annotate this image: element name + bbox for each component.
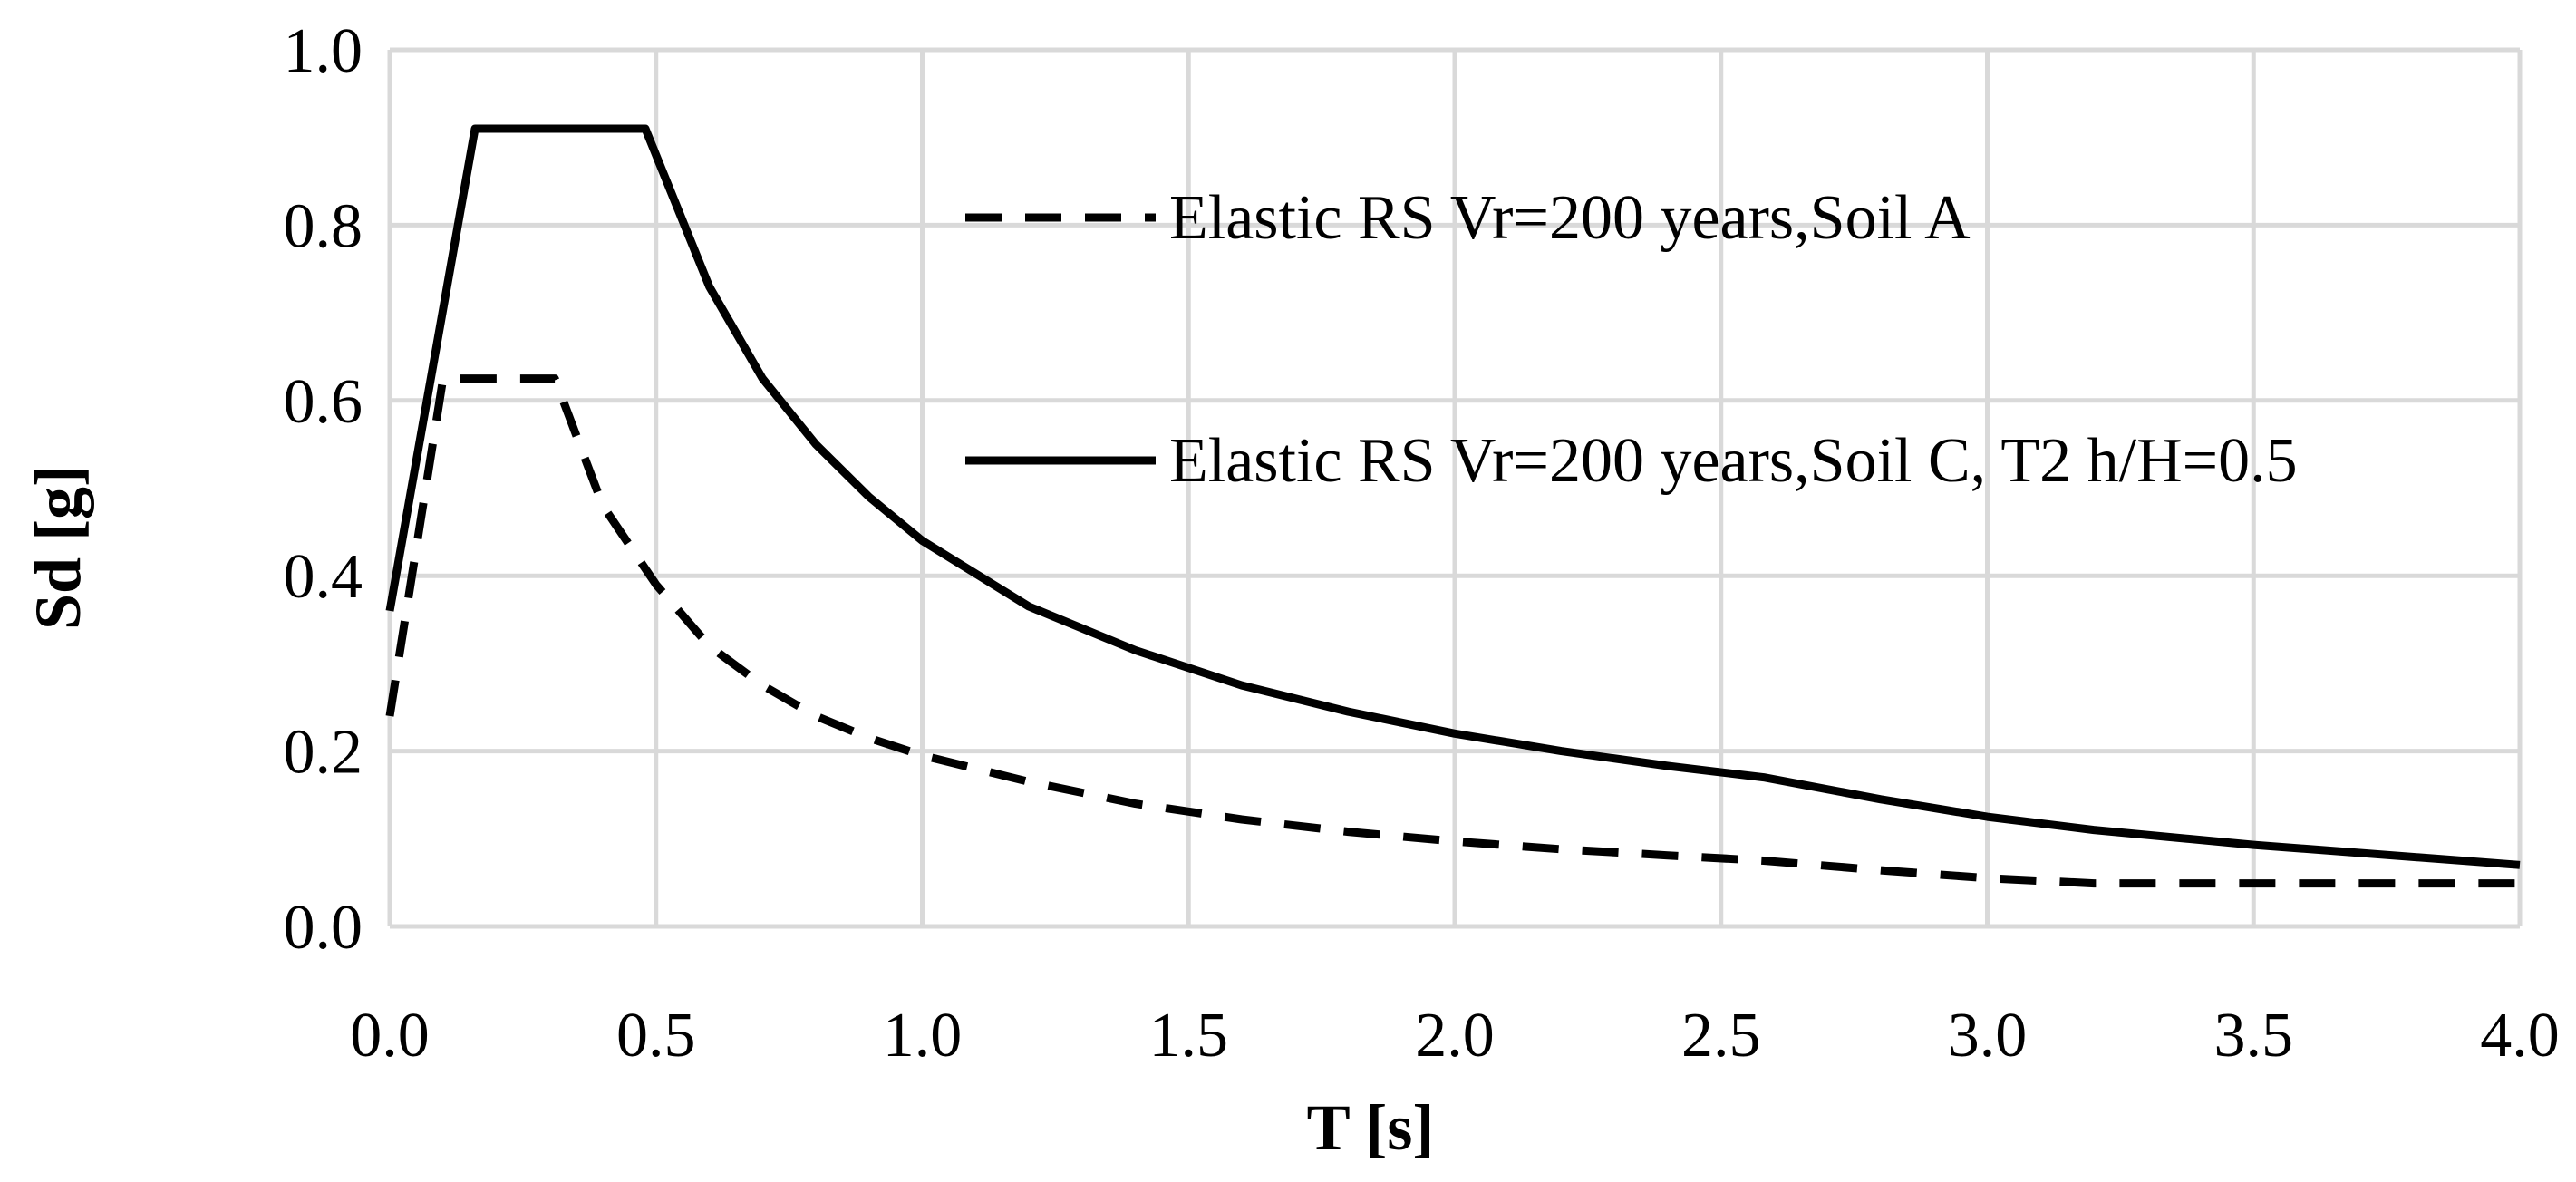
x-axis-title: T [s] (1307, 1091, 1435, 1164)
x-tick-label: 2.5 (1681, 1001, 1761, 1071)
x-tick-label: 3.5 (2214, 1001, 2294, 1071)
x-tick-labels: 0.0 0.5 1.0 1.5 2.0 2.5 3.0 3.5 4.0 (350, 1001, 2560, 1071)
y-tick-labels: 0.0 0.2 0.4 0.6 0.8 1.0 (284, 16, 363, 963)
legend: Elastic RS Vr=200 years,Soil A Elastic R… (965, 183, 2298, 496)
y-tick-label: 0.8 (284, 191, 363, 261)
x-tick-label: 4.0 (2480, 1001, 2560, 1071)
x-tick-label: 0.5 (616, 1001, 696, 1071)
y-tick-label: 0.2 (284, 718, 363, 788)
y-tick-label: 0.4 (284, 542, 363, 612)
legend-label-soil-a: Elastic RS Vr=200 years,Soil A (1169, 183, 1971, 253)
series-lines (385, 124, 2521, 888)
x-tick-label: 0.0 (350, 1001, 430, 1071)
y-axis-title: Sd [g] (22, 465, 94, 630)
x-tick-label: 3.0 (1948, 1001, 2028, 1071)
series-line-1 (385, 124, 2521, 869)
y-tick-label: 0.0 (284, 893, 363, 963)
x-tick-label: 2.0 (1415, 1001, 1495, 1071)
grid (387, 47, 2523, 929)
y-tick-label: 1.0 (284, 16, 363, 86)
x-tick-label: 1.0 (883, 1001, 963, 1071)
x-tick-label: 1.5 (1149, 1001, 1229, 1071)
series-line-0 (385, 374, 2520, 888)
y-tick-label: 0.6 (284, 367, 363, 437)
legend-label-soil-c: Elastic RS Vr=200 years,Soil C, T2 h/H=0… (1169, 426, 2298, 496)
